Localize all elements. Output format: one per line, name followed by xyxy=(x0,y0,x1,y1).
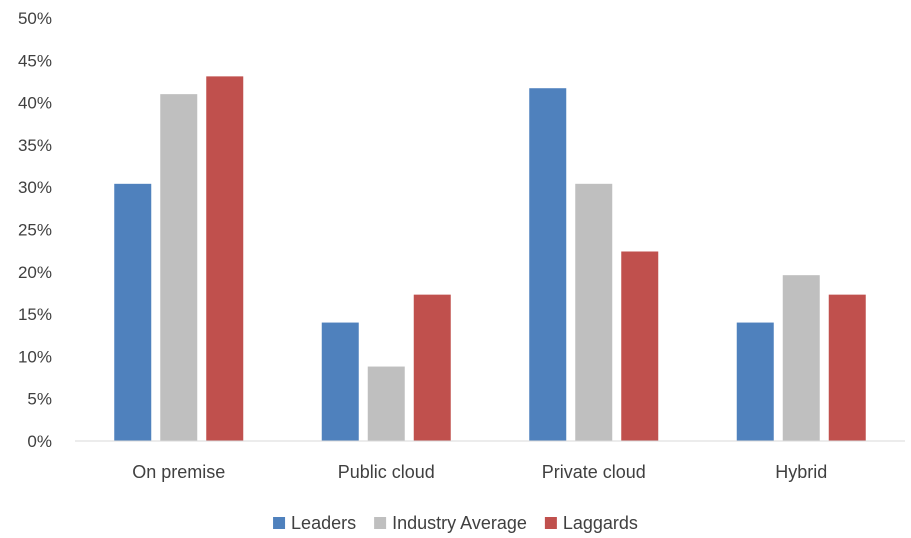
legend-item: Leaders xyxy=(273,513,356,533)
x-category-label: Public cloud xyxy=(338,462,435,482)
bar-leaders-3 xyxy=(736,322,774,441)
x-axis-labels: On premise Public cloud Private cloud Hybri… xyxy=(132,462,827,482)
y-tick-label: 10% xyxy=(18,347,52,366)
y-axis: 0% 5% 10% 15% 20% 25% 30% 35% 40% 45% 50% xyxy=(18,9,52,451)
legend-swatch xyxy=(544,517,557,529)
bar-industry-average-3 xyxy=(782,275,820,441)
legend-item: Laggards xyxy=(544,513,638,533)
y-tick-label: 0% xyxy=(27,432,52,451)
bar-leaders-1 xyxy=(321,322,359,441)
bar-laggards-2 xyxy=(621,251,659,441)
x-category-label: On premise xyxy=(132,462,225,482)
x-category-label: Private cloud xyxy=(542,462,646,482)
bar-industry-average-0 xyxy=(160,94,198,441)
bar-laggards-0 xyxy=(206,76,244,442)
bar-industry-average-1 xyxy=(367,366,405,441)
bar-laggards-3 xyxy=(828,294,866,441)
y-tick-label: 5% xyxy=(27,390,52,409)
bar-leaders-2 xyxy=(529,88,567,441)
legend-item: Industry Average xyxy=(374,513,527,533)
y-tick-label: 25% xyxy=(18,221,52,240)
y-tick-label: 15% xyxy=(18,305,52,324)
x-category-label: Hybrid xyxy=(775,462,827,482)
bar-industry-average-2 xyxy=(575,183,613,442)
bars xyxy=(114,76,866,442)
y-tick-label: 20% xyxy=(18,263,52,282)
bar-leaders-0 xyxy=(114,183,152,442)
y-tick-label: 45% xyxy=(18,51,52,70)
y-tick-label: 35% xyxy=(18,136,52,155)
y-tick-label: 40% xyxy=(18,94,52,113)
legend-swatch xyxy=(374,517,387,529)
legend-label: Industry Average xyxy=(392,513,527,533)
y-tick-label: 50% xyxy=(18,9,52,28)
y-tick-label: 30% xyxy=(18,178,52,197)
legend-label: Laggards xyxy=(563,513,638,533)
legend: Leaders Industry Average Laggards xyxy=(273,513,638,533)
bar-laggards-1 xyxy=(413,294,451,441)
legend-label: Leaders xyxy=(291,513,356,533)
legend-swatch xyxy=(273,517,286,529)
